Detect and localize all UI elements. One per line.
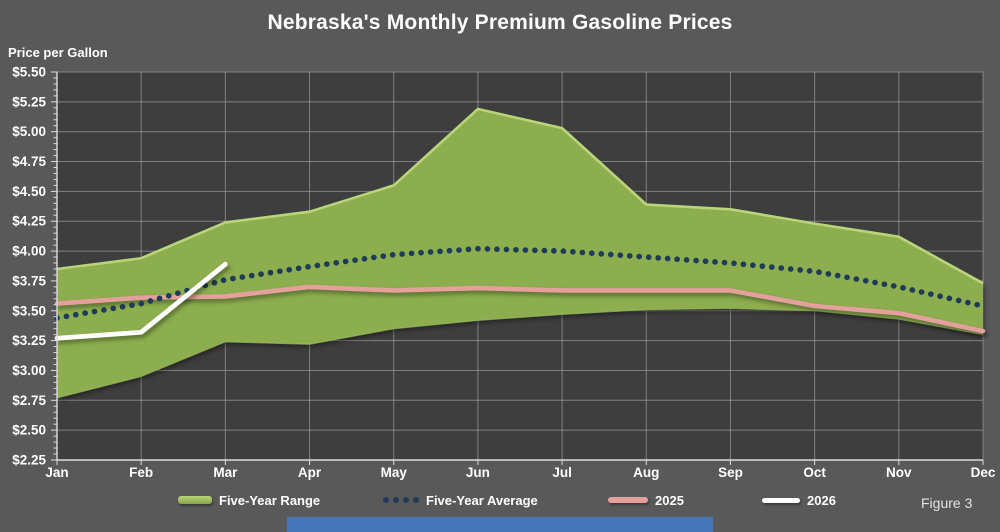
legend-item-2025: 2025: [608, 491, 684, 509]
gasoline-price-chart: $5.50 $5.25 $5.00 $4.75 $4.50 $4.25 $4.00 $3.75…: [12, 65, 996, 481]
x-tick-label: Feb: [129, 465, 153, 480]
bottom-accent-bar: [287, 517, 713, 532]
y-tick-label: $4.50: [12, 184, 46, 199]
legend-label-five-year-average: Five-Year Average: [426, 492, 538, 508]
legend-label-2026: 2026: [807, 492, 836, 508]
y-axis-title: Price per Gallon: [8, 45, 108, 60]
five-year-range-band: [57, 109, 983, 398]
y-tick-label: $5.00: [12, 124, 46, 139]
x-tick-label: Oct: [803, 465, 826, 480]
legend-label-five-year-range: Five-Year Range: [219, 492, 321, 508]
x-tick-label: Jun: [466, 465, 490, 480]
line-2025-swatch-icon: [608, 497, 648, 503]
y-tick-label: $2.50: [12, 423, 46, 438]
axes: [51, 71, 984, 465]
y-tick-label: $4.25: [12, 214, 46, 229]
y-tick-label: $4.00: [12, 244, 46, 259]
legend-item-five-year-average: Five-Year Average: [383, 491, 538, 509]
x-tick-label: Aug: [633, 465, 659, 480]
x-tick-label: Jul: [552, 465, 572, 480]
range-top-edge: [56, 107, 984, 285]
y-tick-label: $2.75: [12, 393, 46, 408]
line-2026-swatch-icon: [762, 497, 800, 503]
y-tick-label: $3.50: [12, 303, 46, 318]
y-tick-label: $3.00: [12, 363, 46, 378]
x-tick-label: Mar: [213, 465, 238, 480]
x-tick-label: Dec: [971, 465, 996, 480]
x-tick-label: Nov: [886, 465, 912, 480]
y-tick-label: $5.25: [12, 94, 46, 109]
figure-label: Figure 3: [921, 495, 973, 511]
legend-item-2026: 2026: [762, 491, 836, 509]
five-year-average-dots-icon: [383, 497, 419, 503]
x-tick-label: Apr: [298, 465, 322, 480]
line-2026: [54, 261, 228, 341]
y-tick-label: $4.75: [12, 154, 46, 169]
five-year-range-swatch-icon: [178, 496, 212, 504]
x-tick-label: Jan: [45, 465, 68, 480]
line-2025: [54, 284, 986, 334]
y-tick-label: $3.25: [12, 333, 46, 348]
y-tick-label: $5.50: [12, 65, 46, 80]
x-tick-label: Sep: [718, 465, 743, 480]
legend-item-five-year-range: Five-Year Range: [178, 491, 320, 509]
y-tick-label: $2.25: [12, 453, 46, 468]
legend-label-2025: 2025: [655, 492, 684, 508]
five-year-average-line: [54, 245, 986, 321]
y-tick-label: $3.75: [12, 273, 46, 288]
chart-title: Nebraska's Monthly Premium Gasoline Pric…: [267, 11, 733, 34]
x-tick-label: May: [381, 465, 408, 480]
range-bottom-edge: [56, 307, 984, 399]
